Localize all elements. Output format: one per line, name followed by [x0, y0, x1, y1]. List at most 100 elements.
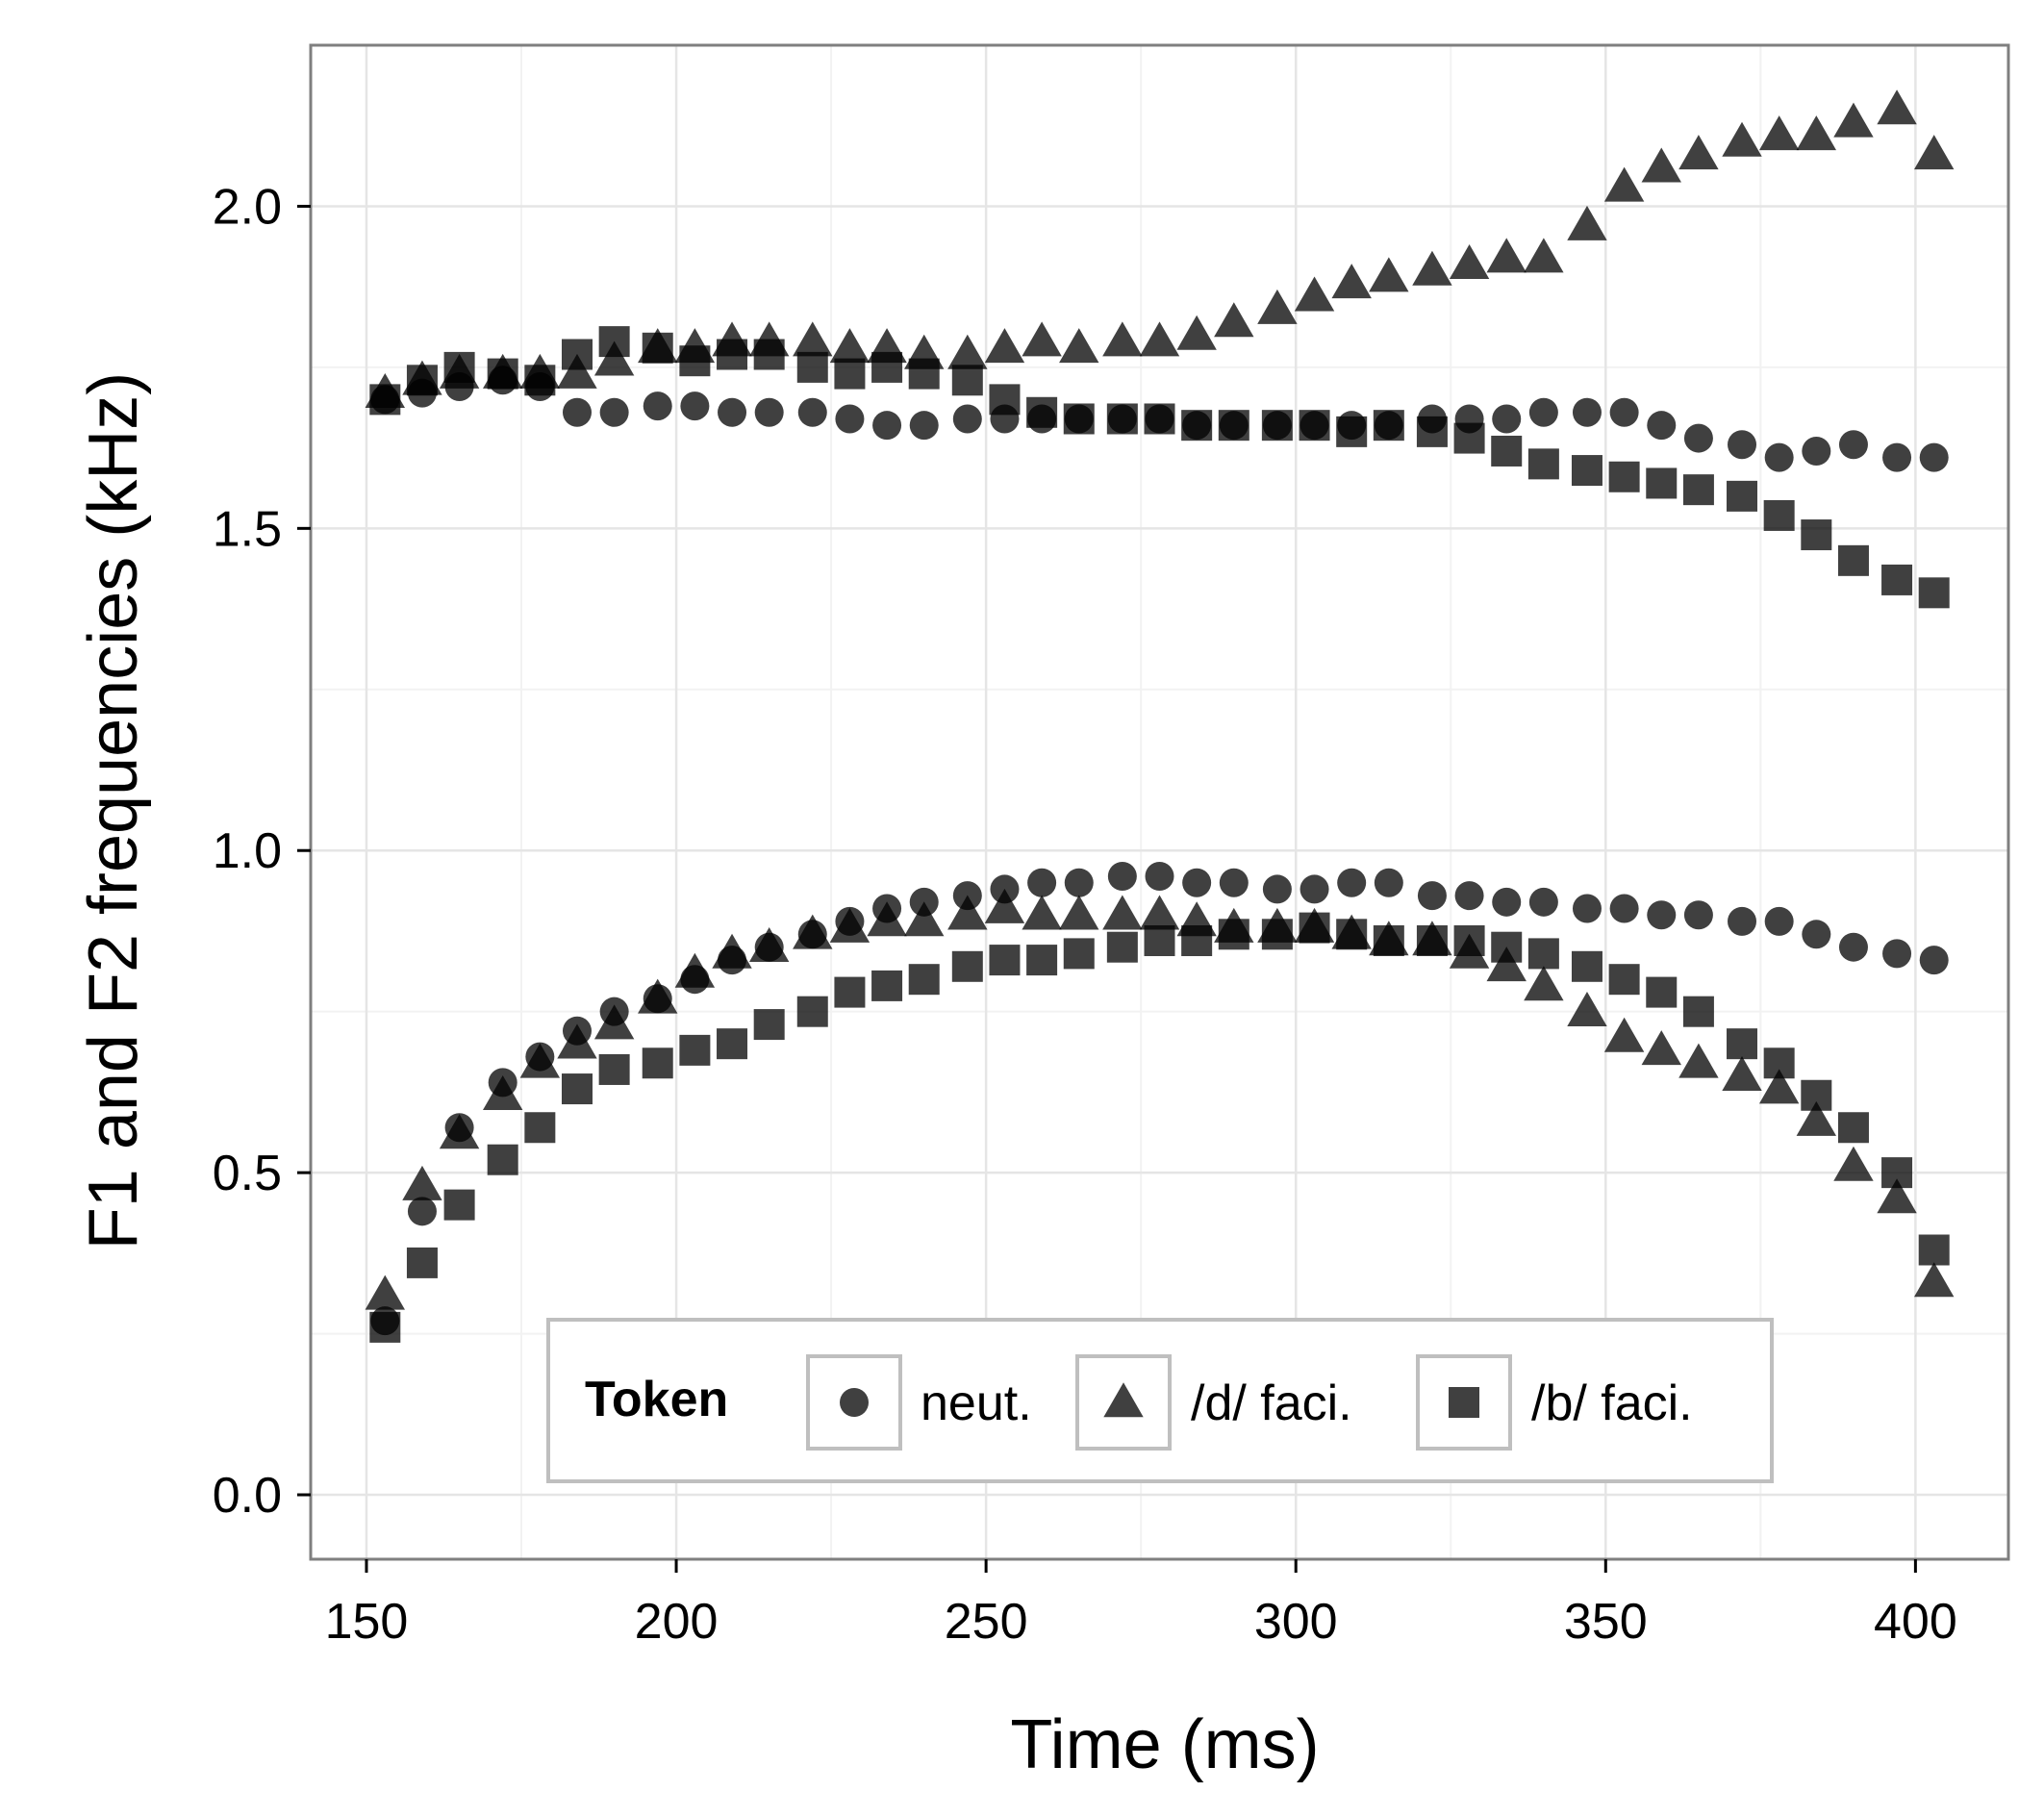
data-point-triangle	[1722, 121, 1762, 157]
data-point-square	[1453, 422, 1485, 454]
data-point-triangle	[1758, 115, 1800, 151]
data-point-triangle	[748, 927, 790, 963]
data-point-triangle	[1449, 244, 1490, 280]
data-point-square	[1837, 544, 1869, 576]
data-point-circle	[1882, 939, 1912, 969]
data-point-circle	[1683, 900, 1713, 930]
data-point-triangle	[712, 933, 752, 969]
data-point-square	[1026, 396, 1058, 428]
data-point-square	[1801, 1079, 1832, 1111]
y-axis-title: F1 and F2 frequencies (kHz)	[75, 372, 152, 1249]
legend-key-square	[1449, 1387, 1479, 1418]
data-point-circle	[1182, 868, 1212, 897]
data-point-circle	[562, 397, 592, 427]
data-point-triangle	[1796, 1100, 1837, 1136]
data-point-square	[598, 326, 630, 358]
data-point-circle	[1492, 887, 1522, 917]
data-point-triangle	[1369, 257, 1409, 292]
data-point-square	[642, 1047, 673, 1079]
data-point-square	[717, 1028, 748, 1060]
data-point-triangle	[1877, 89, 1917, 125]
data-point-triangle	[1914, 1262, 1955, 1298]
data-point-square	[753, 1009, 785, 1041]
data-point-square	[1763, 1047, 1795, 1079]
data-point-square	[989, 384, 1021, 416]
data-point-circle	[1728, 906, 1757, 936]
data-point-circle	[1683, 423, 1713, 453]
data-point-square	[1106, 931, 1138, 963]
data-point-triangle	[674, 952, 716, 988]
data-point-triangle	[1641, 147, 1681, 183]
data-point-square	[908, 964, 940, 996]
y-tick-label: 2.0	[213, 179, 282, 235]
legend: Token neut. /d/ faci. /b/ faci.	[546, 1318, 1774, 1483]
legend-title: Token	[585, 1372, 728, 1427]
data-point-square	[1608, 964, 1640, 996]
x-axis-title: Time (ms)	[1010, 1706, 1319, 1783]
data-point-square	[679, 345, 711, 377]
data-point-circle	[1764, 906, 1794, 936]
data-point-square	[524, 365, 556, 396]
data-point-square	[1261, 919, 1293, 950]
data-point-square	[1527, 938, 1559, 970]
axis-ticks: 150 200 250 300 350 400 0.0 0.5 1.0 1.5 2.0	[213, 179, 1957, 1650]
data-point-triangle	[1524, 966, 1564, 1001]
data-point-circle	[1417, 881, 1447, 911]
data-point-square	[951, 365, 983, 396]
data-point-triangle	[984, 328, 1025, 364]
data-point-square	[1491, 435, 1523, 467]
data-point-circle	[797, 397, 827, 427]
data-point-square	[1063, 938, 1095, 970]
data-point-triangle	[867, 901, 907, 937]
data-point-square	[1763, 499, 1795, 531]
data-point-square	[1682, 996, 1714, 1027]
data-point-triangle	[1603, 166, 1645, 202]
data-point-square	[1063, 403, 1095, 435]
data-point-square	[369, 1311, 401, 1343]
data-point-square	[561, 339, 593, 370]
data-point-circle	[1609, 397, 1639, 427]
data-point-square	[487, 358, 518, 390]
legend-key-circle	[840, 1388, 869, 1417]
data-point-circle	[1647, 900, 1677, 930]
data-point-square	[443, 351, 475, 383]
data-point-circle	[1300, 874, 1329, 904]
data-point-circle	[1374, 868, 1403, 897]
y-tick-label: 1.5	[213, 501, 282, 557]
data-point-square	[1144, 925, 1175, 957]
data-point-circle	[1882, 442, 1912, 472]
data-point-circle	[1337, 868, 1367, 897]
data-point-square	[796, 351, 828, 383]
data-point-circle	[1609, 894, 1639, 923]
data-point-circle	[1802, 436, 1831, 466]
data-point-square	[796, 996, 828, 1027]
data-point-circle	[909, 411, 939, 441]
x-tick-label: 250	[945, 1594, 1028, 1650]
data-point-triangle	[904, 901, 945, 937]
data-point-circle	[1728, 430, 1757, 460]
data-point-circle	[1802, 920, 1831, 949]
legend-label: neut.	[921, 1375, 1032, 1431]
data-point-square	[1682, 474, 1714, 506]
data-point-triangle	[1486, 238, 1527, 273]
data-point-triangle	[1758, 1069, 1800, 1104]
data-point-square	[1218, 410, 1249, 442]
data-point-circle	[1919, 946, 1949, 975]
data-point-circle	[1027, 868, 1057, 897]
data-point-triangle	[439, 1114, 480, 1149]
data-point-square	[369, 384, 401, 416]
data-point-triangle	[1603, 1017, 1645, 1052]
data-point-triangle	[557, 353, 597, 389]
x-tick-label: 200	[635, 1594, 719, 1650]
data-point-square	[561, 1073, 593, 1105]
data-point-square	[1727, 1028, 1758, 1060]
data-point-circle	[599, 397, 629, 427]
data-point-circle	[1528, 887, 1558, 917]
data-point-triangle	[1877, 1178, 1917, 1214]
data-point-triangle	[557, 1023, 597, 1059]
data-point-circle	[1647, 411, 1677, 441]
data-point-circle	[1219, 868, 1249, 897]
data-point-triangle	[947, 895, 988, 930]
data-point-square	[989, 945, 1021, 976]
